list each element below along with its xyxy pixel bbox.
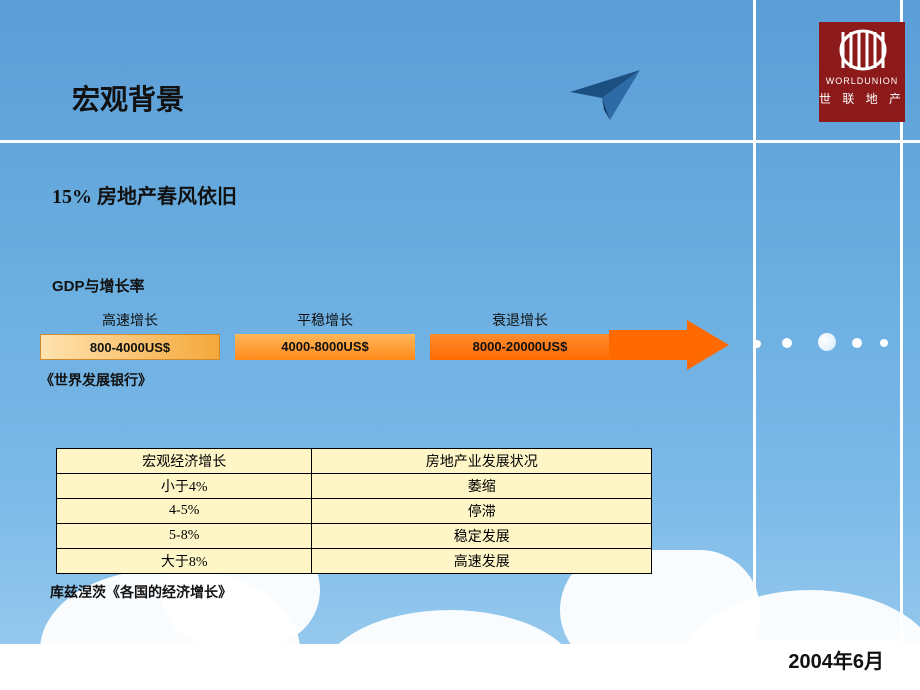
table-row: 5-8%稳定发展 bbox=[57, 524, 652, 549]
growth-label: 平稳增长 bbox=[235, 310, 415, 330]
gdp-label: GDP与增长率 bbox=[52, 275, 145, 296]
table-header: 宏观经济增长 bbox=[57, 449, 312, 474]
table-cell: 小于4% bbox=[57, 474, 312, 499]
dot-deco bbox=[818, 333, 836, 351]
footer-date: 2004年6月 bbox=[728, 641, 898, 678]
logo: WORLDUNION 世 联 地 产 bbox=[819, 22, 905, 122]
growth-segment: 平稳增长 4000-8000US$ bbox=[235, 310, 415, 360]
slide: WORLDUNION 世 联 地 产 宏观背景 15% 房地产春风依旧 GDP与… bbox=[0, 0, 920, 690]
growth-table: 宏观经济增长 房地产业发展状况 小于4%萎缩 4-5%停滞 5-8%稳定发展 大… bbox=[56, 448, 652, 574]
table-header: 房地产业发展状况 bbox=[312, 449, 652, 474]
table-cell: 4-5% bbox=[57, 499, 312, 524]
table-cell: 5-8% bbox=[57, 524, 312, 549]
dot-deco bbox=[753, 340, 761, 348]
growth-bar: 4000-8000US$ bbox=[235, 334, 415, 360]
growth-segment: 高速增长 800-4000US$ bbox=[40, 310, 220, 360]
table-row: 小于4%萎缩 bbox=[57, 474, 652, 499]
table-cell: 稳定发展 bbox=[312, 524, 652, 549]
paper-plane-icon bbox=[570, 70, 640, 120]
logo-brand-cn: 世 联 地 产 bbox=[819, 90, 905, 107]
logo-icon bbox=[837, 28, 887, 72]
table-cell: 高速发展 bbox=[312, 549, 652, 574]
table-cell: 停滞 bbox=[312, 499, 652, 524]
table-row: 4-5%停滞 bbox=[57, 499, 652, 524]
growth-source: 《世界发展银行》 bbox=[40, 370, 152, 390]
dot-deco bbox=[880, 339, 888, 347]
growth-label: 高速增长 bbox=[40, 310, 220, 330]
table-row: 宏观经济增长 房地产业发展状况 bbox=[57, 449, 652, 474]
growth-bar: 800-4000US$ bbox=[40, 334, 220, 360]
table-source: 库兹涅茨《各国的经济增长》 bbox=[50, 582, 232, 602]
subtitle: 15% 房地产春风依旧 bbox=[52, 180, 237, 209]
growth-bar: 8000-20000US$ bbox=[430, 334, 610, 360]
table-cell: 萎缩 bbox=[312, 474, 652, 499]
table-row: 大于8%高速发展 bbox=[57, 549, 652, 574]
arrow-icon bbox=[609, 320, 739, 370]
divider-horizontal bbox=[0, 140, 920, 143]
dot-deco bbox=[782, 338, 792, 348]
table-cell: 大于8% bbox=[57, 549, 312, 574]
growth-segment: 衰退增长 8000-20000US$ bbox=[430, 310, 610, 360]
page-title: 宏观背景 bbox=[72, 78, 184, 118]
logo-brand-en: WORLDUNION bbox=[819, 76, 905, 86]
growth-label: 衰退增长 bbox=[430, 310, 610, 330]
dot-deco bbox=[852, 338, 862, 348]
